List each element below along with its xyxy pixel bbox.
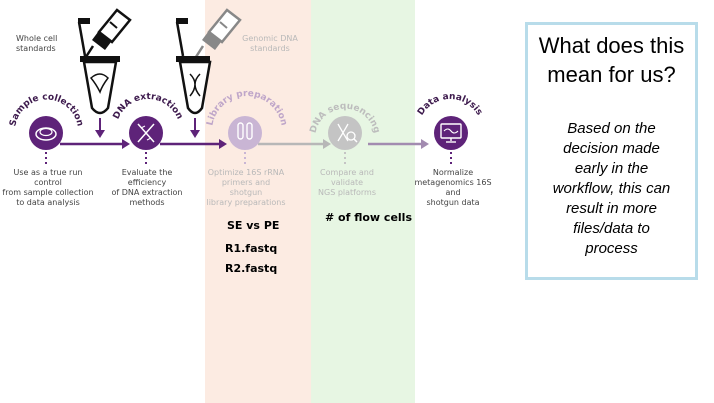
library-prep-highlight-band: [205, 0, 311, 403]
r2-fastq-note: R2.fastq: [225, 262, 278, 275]
svg-text:Data analysis: Data analysis: [416, 92, 484, 117]
pipette-tube-whole-cell-icon: [77, 8, 132, 115]
step-desc-dna-extraction: Evaluate the efficiency of DNA extractio…: [111, 168, 183, 207]
test-tubes-icon: [228, 116, 262, 150]
r1-fastq-note: R1.fastq: [225, 242, 278, 255]
dna-magnifier-icon: [328, 116, 362, 150]
pipette-tube-genomic-dna-icon: [175, 8, 242, 115]
dna-helix-icon: [129, 116, 163, 150]
step-desc-library-preparation: Optimize 16S rRNA primers and shotgun li…: [206, 168, 286, 207]
callout-title: What does this mean for us?: [538, 33, 685, 87]
step-desc-sample-collection: Use as a true run control from sample co…: [2, 168, 94, 207]
genomic-dna-standards-label: Genomic DNA standards: [242, 34, 298, 53]
monitor-dna-icon: [434, 116, 468, 150]
step-desc-dna-sequencing: Compare and validate NGS platforms: [318, 168, 376, 197]
dna-sequencing-highlight-band: [311, 0, 415, 403]
petri-dish-icon: [29, 116, 63, 150]
callout-box: What does this mean for us? Based on the…: [525, 22, 698, 280]
whole-cell-standards-label: Whole cell standards: [16, 34, 58, 53]
flow-cells-note: # of flow cells: [325, 211, 412, 224]
step-desc-data-analysis: Normalize metagenomics 16S and shotgun d…: [414, 168, 492, 207]
se-vs-pe-note: SE vs PE: [227, 219, 280, 232]
step-title-data-analysis: Data analysis: [416, 92, 484, 117]
callout-body: Based on the decision made early in the …: [552, 120, 671, 257]
